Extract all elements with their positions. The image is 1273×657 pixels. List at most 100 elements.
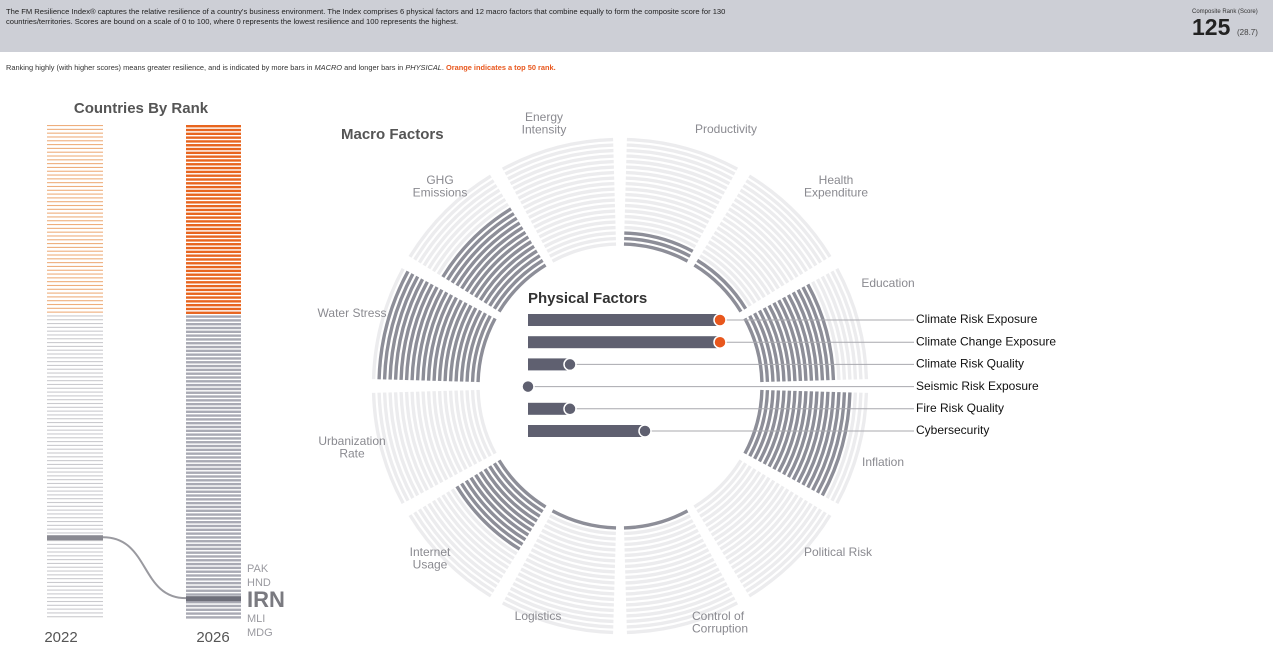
macro-arc (624, 236, 691, 258)
macro-arc (730, 496, 804, 570)
macro-arc (483, 468, 538, 523)
macro-arc (448, 304, 473, 382)
rank-bar (186, 475, 241, 478)
rank-bar (47, 593, 103, 595)
macro-arc (626, 581, 728, 613)
macro-title: Macro Factors (341, 126, 444, 143)
macro-arc (801, 391, 830, 486)
macro-segment (693, 174, 832, 313)
rank-bar (186, 163, 241, 166)
rank-bar (47, 486, 103, 488)
rank-bar (47, 479, 103, 481)
rank-bar (47, 383, 103, 386)
macro-arc (454, 390, 478, 465)
country-label: MLI (247, 613, 265, 625)
rank-bar (47, 197, 103, 199)
rank-bar (186, 144, 241, 147)
macro-arc (538, 214, 616, 239)
macro-arc (541, 220, 616, 244)
macro-arc (820, 392, 852, 497)
rank-bar (47, 330, 103, 332)
macro-arc (504, 143, 614, 176)
rank-bar (47, 509, 103, 511)
rank-bar (186, 368, 241, 372)
macro-arc (748, 514, 832, 598)
rank-bar (47, 303, 103, 306)
macro-arc (626, 601, 739, 635)
physical-dot (521, 379, 535, 394)
rank-bar (47, 498, 103, 500)
rank-bar (186, 441, 241, 444)
macro-arc (404, 283, 434, 381)
rank-bar (186, 345, 241, 349)
macro-arc (626, 137, 739, 171)
rank-bar (186, 159, 241, 162)
macro-arc (528, 552, 615, 580)
rank-2022-mark (47, 535, 103, 541)
rank-bar (186, 566, 241, 570)
note-text: MACRO (314, 63, 343, 72)
macro-arc (624, 523, 697, 547)
rank-bar (47, 334, 103, 336)
macro-arc (713, 230, 776, 293)
macro-arc (791, 391, 819, 481)
rank-bar (186, 418, 241, 421)
macro-arc (626, 165, 725, 195)
macro-arc (626, 591, 733, 624)
rank-bar (186, 593, 241, 596)
macro-label: Water Stress (318, 306, 387, 320)
macro-label: Control of (692, 609, 745, 623)
macro-segment (743, 389, 869, 505)
macro-arc (702, 249, 757, 304)
macro-arc (753, 390, 775, 460)
rank-bar (186, 482, 241, 486)
macro-arc (624, 203, 707, 229)
rank-bar (47, 402, 103, 405)
macro-label: Emissions (413, 186, 468, 200)
macro-arc (455, 485, 521, 551)
macro-arc (464, 230, 527, 293)
rank-bar (47, 357, 103, 359)
rank-bar (47, 212, 103, 214)
macro-arc (753, 312, 775, 382)
legend-note: Ranking highly (with higher scores) mean… (6, 63, 556, 72)
macro-arc (399, 281, 429, 380)
rank-bar (47, 597, 103, 599)
macro-arc (624, 214, 702, 239)
macro-arc (469, 235, 530, 296)
macro-label: GHG (426, 173, 453, 187)
rank-bar (47, 581, 103, 584)
macro-arc (825, 273, 858, 380)
macro-arc (533, 203, 616, 229)
rank-bar (186, 574, 241, 577)
rank-bar (186, 334, 241, 337)
macro-arc (478, 471, 535, 528)
rank-bar (47, 342, 103, 344)
rank-bar (186, 463, 241, 467)
rank-bar (47, 315, 103, 317)
rank-bar (186, 201, 241, 204)
rank-bar (186, 448, 241, 452)
rank-bar (47, 505, 103, 507)
macro-arc (825, 392, 858, 499)
macro-arc (728, 207, 799, 278)
rank-bar (47, 494, 103, 496)
physical-title: Physical Factors (528, 290, 647, 307)
macro-arc (707, 473, 766, 532)
year-label: 2026 (196, 629, 229, 646)
macro-arc (786, 294, 814, 381)
rank-bar (47, 433, 103, 435)
rank-bar (47, 136, 103, 138)
rank-bar (186, 494, 241, 497)
macro-arc (382, 273, 415, 380)
rank-bar (186, 532, 241, 535)
rank-bar (186, 570, 241, 573)
rank-bar (47, 258, 103, 260)
rank-bar (186, 608, 241, 611)
macro-arc (535, 209, 616, 234)
macro-arc (626, 586, 731, 618)
rank-bar (186, 501, 241, 505)
rank-bar (186, 395, 241, 398)
rank-bar (186, 323, 241, 326)
